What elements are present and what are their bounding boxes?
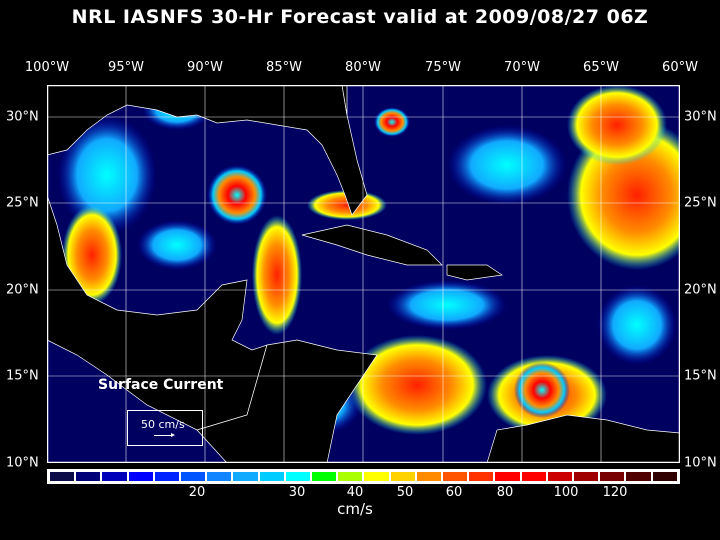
colorbar-swatch: [207, 472, 232, 481]
lat-label: 30°N: [6, 109, 39, 125]
colorbar-tick: 120: [602, 485, 628, 500]
lat-label: 30°N: [684, 109, 717, 125]
land-florida-north: [341, 85, 348, 116]
colorbar-swatch: [652, 472, 677, 481]
lat-label: 20°N: [6, 282, 39, 298]
arrow-right-icon: [154, 433, 175, 437]
colorbar-tick: 30: [288, 485, 306, 500]
colorbar-tick: 40: [346, 485, 364, 500]
map-title: NRL IASNFS 30-Hr Forecast valid at 2009/…: [71, 6, 649, 28]
lon-label: 70°W: [504, 60, 540, 75]
colorbar-swatch: [469, 472, 494, 481]
current-speed-map: [47, 85, 680, 463]
colorbar-swatch: [626, 472, 651, 481]
colorbar-swatch: [574, 472, 599, 481]
colorbar-swatch: [128, 472, 153, 481]
map-frame: [47, 85, 680, 463]
lat-label: 10°N: [6, 455, 39, 471]
colorbar-swatch: [102, 472, 127, 481]
lon-label: 60°W: [662, 60, 698, 75]
colorbar: [47, 469, 680, 484]
colorbar-swatch: [50, 472, 75, 481]
scale-vector-box: 50 cm/s: [127, 410, 203, 446]
field-label: Surface Current: [98, 377, 224, 393]
colorbar-swatch: [364, 472, 389, 481]
lat-label: 25°N: [6, 195, 39, 211]
colorbar-swatch: [233, 472, 258, 481]
lat-label: 10°N: [684, 455, 717, 471]
colorbar-tick: 50: [396, 485, 414, 500]
colorbar-swatch: [547, 472, 573, 481]
lon-label: 100°W: [24, 60, 70, 75]
land-mexico: [47, 194, 268, 431]
lat-label: 15°N: [684, 368, 717, 384]
colorbar-tick: 100: [553, 485, 579, 500]
lat-label: 25°N: [684, 195, 717, 211]
lat-label: 15°N: [6, 368, 39, 384]
graticule: [47, 85, 680, 463]
land-south-america: [486, 414, 680, 463]
lon-label: 80°W: [345, 60, 381, 75]
land-usa: [47, 85, 368, 216]
land-central-america: [196, 339, 378, 463]
colorbar-swatch: [76, 472, 101, 481]
lon-label: 90°W: [187, 60, 223, 75]
colorbar-swatch: [600, 472, 625, 481]
lon-label: 85°W: [266, 60, 302, 75]
colorbar-swatch: [154, 472, 180, 481]
land-cuba: [301, 224, 443, 266]
lon-label: 75°W: [425, 60, 461, 75]
scale-vector-label: 50 cm/s: [141, 418, 185, 431]
colorbar-swatch: [181, 472, 206, 481]
colorbar-swatch: [312, 472, 337, 481]
colorbar-tick: 60: [445, 485, 463, 500]
colorbar-tick: 80: [496, 485, 514, 500]
land-hispaniola: [446, 264, 503, 281]
colorbar-units: cm/s: [337, 500, 373, 518]
land: [47, 85, 680, 463]
colorbar-tick: 20: [188, 485, 206, 500]
colorbar-swatch: [443, 472, 468, 481]
colorbar-swatch: [285, 472, 311, 481]
lat-label: 20°N: [684, 282, 717, 298]
colorbar-swatch: [259, 472, 284, 481]
colorbar-swatch: [495, 472, 520, 481]
colorbar-swatch: [521, 472, 546, 481]
lon-label: 95°W: [108, 60, 144, 75]
colorbar-swatch: [338, 472, 363, 481]
lon-label: 65°W: [583, 60, 619, 75]
speed-blobs: [57, 85, 680, 435]
colorbar-swatch: [390, 472, 415, 481]
colorbar-swatch: [416, 472, 442, 481]
